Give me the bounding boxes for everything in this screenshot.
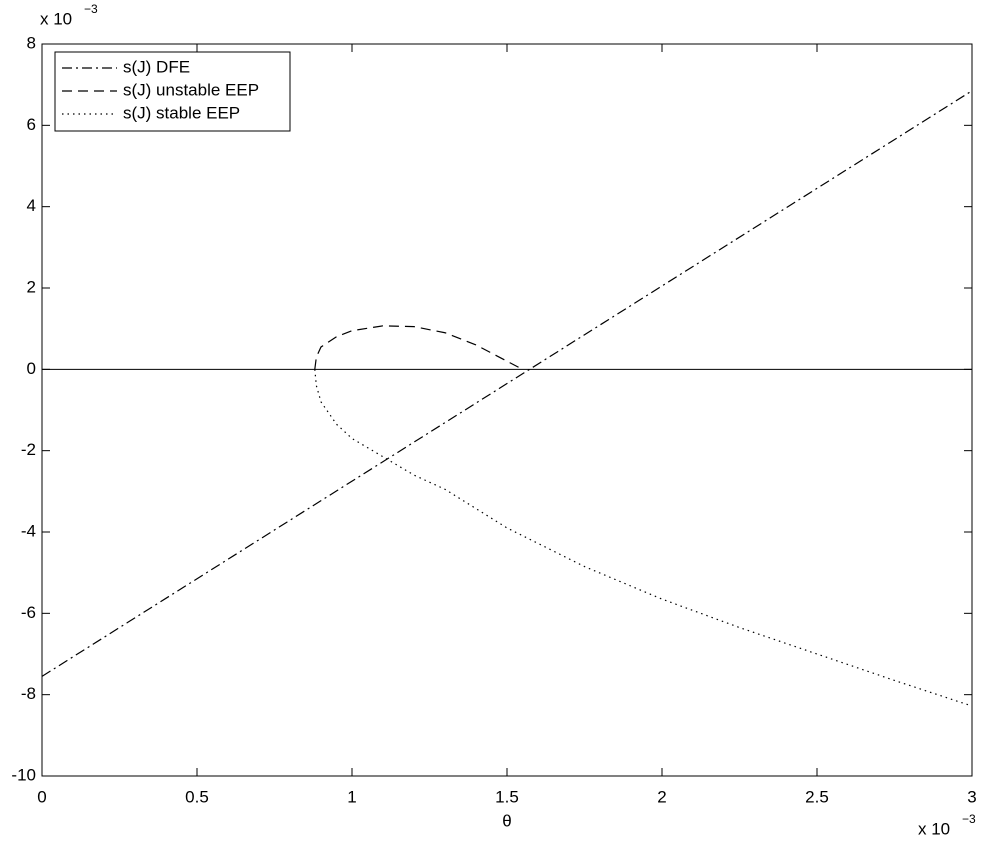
- y-tick-label: -6: [21, 603, 36, 622]
- x-tick-label: 1: [347, 787, 356, 806]
- x-tick-label: 0.5: [185, 787, 209, 806]
- y-tick-label: 8: [27, 33, 36, 52]
- y-tick-label: 4: [27, 196, 36, 215]
- x-tick-label: 1.5: [495, 787, 519, 806]
- legend-label: s(J) DFE: [123, 57, 190, 76]
- x-tick-label: 2: [657, 787, 666, 806]
- y-multiplier: x 10: [40, 9, 72, 28]
- legend-label: s(J) stable EEP: [123, 103, 240, 122]
- line-series: [41, 90, 973, 677]
- y-tick-label: -4: [21, 521, 36, 540]
- x-axis-label: θ: [502, 811, 511, 830]
- x-tick-label: 2.5: [805, 787, 829, 806]
- x-exponent: −3: [962, 812, 976, 826]
- y-tick-label: 0: [27, 359, 36, 378]
- x-tick-label: 3: [967, 787, 976, 806]
- line-series: [314, 325, 523, 370]
- line-series: [314, 369, 973, 707]
- legend-label: s(J) unstable EEP: [123, 80, 259, 99]
- y-tick-label: -10: [11, 765, 36, 784]
- x-tick-label: 0: [37, 787, 46, 806]
- y-tick-label: 2: [27, 277, 36, 296]
- y-tick-label: 6: [27, 115, 36, 134]
- y-exponent: −3: [84, 2, 98, 16]
- y-tick-label: -8: [21, 684, 36, 703]
- x-multiplier: x 10: [918, 819, 950, 838]
- y-tick-label: -2: [21, 440, 36, 459]
